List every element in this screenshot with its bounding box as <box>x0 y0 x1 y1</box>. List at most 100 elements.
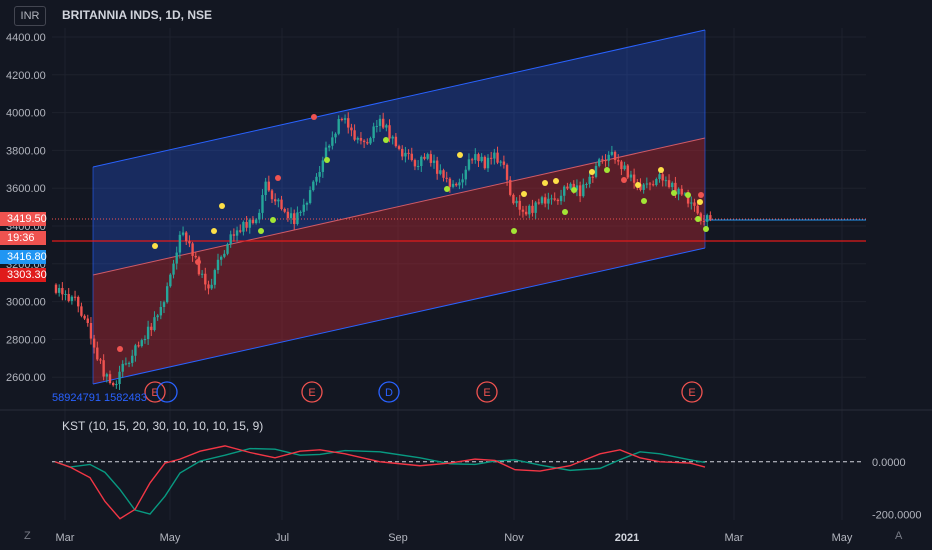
candle-body <box>470 159 474 161</box>
candle-body <box>515 200 518 204</box>
candle-body <box>540 197 544 204</box>
candle-body <box>699 213 703 221</box>
signal-dot <box>697 199 703 205</box>
candle-body <box>321 160 325 172</box>
currency-badge[interactable]: INR <box>14 6 46 26</box>
candle-body <box>677 188 680 195</box>
candle-body <box>693 202 696 206</box>
event-marker-label: E <box>483 387 490 399</box>
candle-body <box>362 140 366 143</box>
candle-body <box>359 137 363 141</box>
candle-body <box>324 147 328 161</box>
zoom-button[interactable]: Z <box>24 530 31 542</box>
candle-body <box>467 159 471 170</box>
candle-body <box>505 164 509 180</box>
signal-dot <box>621 177 627 183</box>
candle-body <box>667 180 671 188</box>
signal-dot <box>511 228 517 234</box>
auto-scale-button[interactable]: A <box>895 530 903 542</box>
candle-body <box>553 198 556 200</box>
candle-body <box>102 360 105 377</box>
event-marker-label: E <box>688 387 695 399</box>
candle-body <box>559 195 563 202</box>
channel-top-line <box>92 29 706 168</box>
candle-body <box>232 234 236 236</box>
last-price-tag: 3419.50 <box>0 212 47 226</box>
channel-mid-line <box>92 137 706 276</box>
signal-dot <box>542 180 548 186</box>
candle-body <box>489 157 493 159</box>
candle-body <box>124 363 128 365</box>
candle-body <box>86 318 89 323</box>
candle-body <box>604 160 607 162</box>
candle-body <box>569 183 572 189</box>
candle-body <box>671 182 674 188</box>
candle-body <box>547 198 550 204</box>
signal-dot <box>635 182 641 188</box>
candle-body <box>92 338 96 348</box>
candle-body <box>477 154 480 162</box>
candle-body <box>658 174 661 180</box>
candle-body <box>563 186 566 196</box>
candle-body <box>369 138 372 144</box>
candle-body <box>582 184 585 197</box>
candle-body <box>556 199 560 202</box>
candle-body <box>343 118 347 120</box>
candle-body <box>512 194 515 204</box>
event-marker <box>156 381 178 403</box>
candle-body <box>531 205 534 213</box>
candle-body <box>254 219 258 224</box>
candle-body <box>617 160 620 162</box>
candle-body <box>261 195 264 213</box>
candle-body <box>67 293 70 301</box>
candle-body <box>273 199 277 202</box>
candle-body <box>239 230 242 232</box>
candle-body <box>89 322 93 339</box>
candle-body <box>245 221 248 228</box>
candle-body <box>378 118 382 126</box>
blue-level-tag: 3416.80 <box>0 250 47 264</box>
candle-body <box>648 183 652 185</box>
signal-dot <box>324 157 330 163</box>
candle-body <box>528 205 531 215</box>
candle-body <box>80 306 83 316</box>
signal-dot <box>275 175 281 181</box>
signal-dot <box>383 137 389 143</box>
candle-body <box>248 219 251 228</box>
candle-body <box>162 302 166 307</box>
candle-body <box>575 185 579 191</box>
x-axis-tick: May <box>160 532 181 544</box>
candle-body <box>651 184 655 186</box>
candle-body <box>216 259 220 271</box>
candle-body <box>347 118 350 128</box>
candle-body <box>356 137 359 140</box>
candle-body <box>381 118 385 128</box>
candle-body <box>210 284 213 289</box>
candle-body <box>480 156 483 162</box>
signal-dot <box>195 259 201 265</box>
candle-body <box>591 176 595 178</box>
signal-dot <box>698 192 704 198</box>
candle-body <box>156 315 159 318</box>
kst-indicator-label: KST (10, 15, 20, 30, 10, 10, 10, 15, 9) <box>62 419 264 433</box>
candle-body <box>537 202 541 204</box>
candle-body <box>305 202 309 205</box>
candle-body <box>448 178 452 187</box>
signal-dot <box>685 192 691 198</box>
candle-body <box>496 152 499 163</box>
x-axis-tick: Mar <box>725 532 744 544</box>
candle-body <box>270 190 274 200</box>
candle-body <box>613 151 617 161</box>
candle-body <box>524 211 528 215</box>
candle-body <box>150 326 153 331</box>
event-marker-label: E <box>308 387 315 399</box>
signal-dot <box>521 191 527 197</box>
signal-dot <box>641 198 647 204</box>
candle-body <box>64 293 67 295</box>
signal-dot <box>311 114 317 120</box>
candle-body <box>372 126 375 139</box>
candle-body <box>175 252 178 264</box>
signal-dot <box>562 209 568 215</box>
